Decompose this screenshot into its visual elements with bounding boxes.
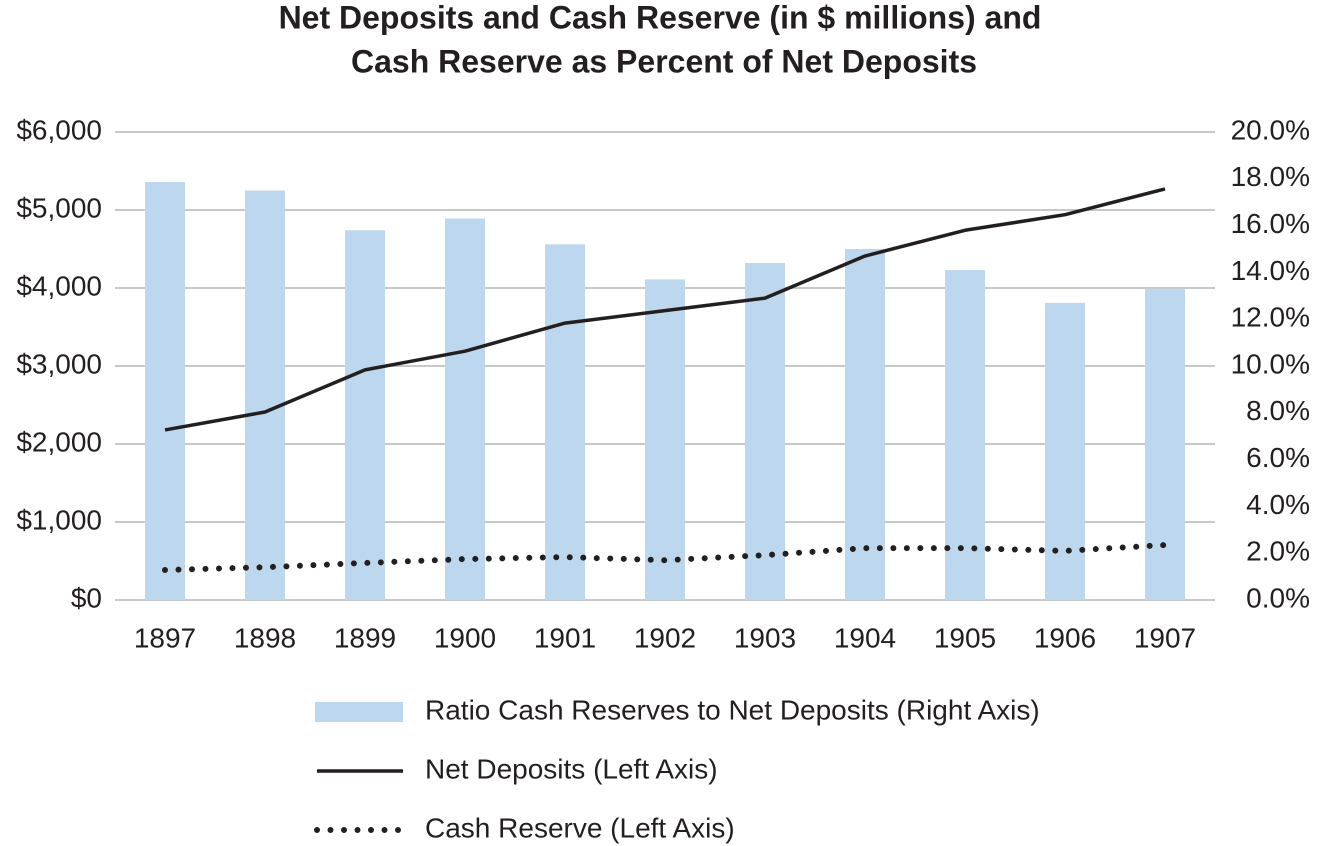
y-tick-label: $3,000 (16, 348, 102, 379)
y-tick-label: $0 (71, 582, 102, 613)
bar (745, 263, 785, 600)
x-tick-label: 1902 (634, 622, 696, 653)
bar (545, 244, 585, 600)
y2-tick-label: 0.0% (1246, 582, 1310, 613)
y2-tick-label: 8.0% (1246, 395, 1310, 426)
x-tick-label: 1898 (234, 622, 296, 653)
bar (1045, 302, 1085, 600)
x-tick-label: 1897 (134, 622, 196, 653)
y-tick-label: $2,000 (16, 426, 102, 457)
legend-label: Net Deposits (Left Axis) (425, 753, 718, 784)
chart-title: Net Deposits and Cash Reserve (in $ mill… (279, 0, 1042, 35)
y2-tick-label: 2.0% (1246, 536, 1310, 567)
y-tick-label: $5,000 (16, 192, 102, 223)
x-tick-label: 1907 (1134, 622, 1196, 653)
line (162, 542, 1168, 573)
legend-label: Ratio Cash Reserves to Net Deposits (Rig… (425, 694, 1040, 725)
y2-tick-label: 4.0% (1246, 489, 1310, 520)
x-tick-label: 1904 (834, 622, 896, 653)
x-tick-label: 1905 (934, 622, 996, 653)
y-tick-label: $1,000 (16, 504, 102, 535)
bar (145, 182, 185, 601)
y2-tick-label: 10.0% (1231, 348, 1310, 379)
y2-tick-label: 20.0% (1231, 114, 1310, 145)
x-tick-label: 1903 (734, 622, 796, 653)
bar (245, 190, 285, 600)
chart-title: Cash Reserve as Percent of Net Deposits (351, 43, 977, 79)
line (164, 187, 1166, 432)
y2-tick-label: 16.0% (1231, 208, 1310, 239)
y2-tick-label: 6.0% (1246, 442, 1310, 473)
x-tick-label: 1900 (434, 622, 496, 653)
y2-tick-label: 18.0% (1231, 161, 1310, 192)
x-tick-label: 1906 (1034, 622, 1096, 653)
legend-label: Cash Reserve (Left Axis) (425, 812, 735, 843)
y-tick-label: $4,000 (16, 270, 102, 301)
bar (645, 279, 685, 600)
bar (445, 218, 485, 600)
bar (945, 270, 985, 600)
x-tick-label: 1899 (334, 622, 396, 653)
y2-tick-label: 12.0% (1231, 302, 1310, 333)
bar (845, 249, 885, 600)
bar (1145, 288, 1185, 600)
x-tick-label: 1901 (534, 622, 596, 653)
y2-tick-label: 14.0% (1231, 255, 1310, 286)
y-tick-label: $6,000 (16, 114, 102, 145)
legend-swatch (315, 702, 403, 722)
bar (345, 230, 385, 600)
